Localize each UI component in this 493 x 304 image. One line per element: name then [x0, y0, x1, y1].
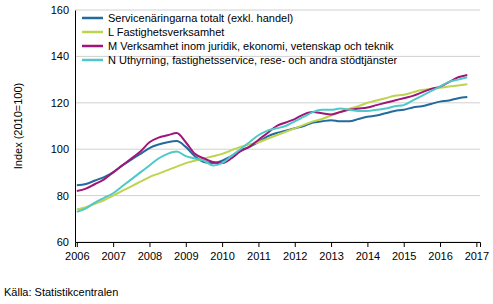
grid: [75, 10, 480, 242]
grid-line: [75, 149, 480, 150]
x-tick-mark: [222, 242, 223, 247]
x-tick-label: 2011: [247, 250, 271, 262]
legend-label: L Fastighetsverksamhet: [108, 26, 224, 38]
x-tick-label: 2016: [428, 250, 452, 262]
x-tick-mark: [331, 242, 332, 247]
x-tick-label: 2007: [101, 250, 125, 262]
legend-label: Servicenäringarna totalt (exkl. handel): [108, 12, 293, 24]
x-tick: 2009: [174, 242, 198, 262]
y-tick-label: 120: [51, 97, 69, 109]
x-tick: 2015: [392, 242, 416, 262]
x-tick-mark: [113, 242, 114, 247]
chart: 60 80 100 120 140 160 2006 2007 2008 2009 2010 2011…: [0, 0, 493, 304]
x-tick: 2006: [65, 242, 89, 262]
y-axis-title: Index (2010=100): [12, 83, 24, 170]
y-tick: 120: [51, 97, 75, 109]
x-tick: 2012: [283, 242, 307, 262]
y-tick: 60: [57, 236, 75, 248]
y-tick-label: 80: [57, 190, 69, 202]
y-tick: 160: [51, 4, 75, 16]
legend: Servicenäringarna totalt (exkl. handel) L…: [82, 12, 398, 66]
x-tick-label: 2010: [210, 250, 234, 262]
x-tick-label: 2009: [174, 250, 198, 262]
y-tick-label: 60: [57, 236, 69, 248]
legend-label: M Verksamhet inom juridik, ekonomi, vete…: [108, 40, 394, 52]
grid-line: [75, 195, 480, 196]
y-axis-line: [75, 11, 76, 243]
x-tick-label: 2015: [392, 250, 416, 262]
x-tick: 2017: [465, 242, 489, 262]
x-tick-mark: [258, 242, 259, 247]
legend-swatch: [82, 45, 103, 48]
x-tick-label: 2012: [283, 250, 307, 262]
y-tick: 100: [51, 143, 75, 155]
x-tick-mark: [295, 242, 296, 247]
y-tick-label: 100: [51, 143, 69, 155]
x-tick-mark: [186, 242, 187, 247]
x-tick-mark: [404, 242, 405, 247]
source: Källa: Statistikcentralen: [4, 286, 118, 298]
x-tick: 2010: [210, 242, 234, 262]
x-tick: 2011: [247, 242, 271, 262]
x-tick-label: 2017: [465, 250, 489, 262]
legend-label: N Uthyrning, fastighetsservice, rese- oc…: [108, 54, 398, 66]
x-tick: 2013: [319, 242, 343, 262]
y-tick-label: 160: [51, 4, 69, 16]
grid-line: [75, 10, 480, 11]
y-tick-label: 140: [51, 50, 69, 62]
grid-line: [75, 102, 480, 103]
legend-swatch: [82, 59, 103, 62]
series-line: [77, 77, 467, 212]
y-tick: 140: [51, 50, 75, 62]
series-line: [77, 75, 467, 191]
legend-swatch: [82, 31, 103, 34]
x-tick-mark: [367, 242, 368, 247]
x-tick-label: 2008: [138, 250, 162, 262]
x-tick-label: 2014: [356, 250, 380, 262]
y-axis: 60 80 100 120 140 160: [51, 4, 76, 248]
lines: [77, 75, 467, 212]
x-tick-mark: [440, 242, 441, 247]
x-tick-mark: [149, 242, 150, 247]
x-tick-mark: [77, 242, 78, 247]
x-tick: 2016: [428, 242, 452, 262]
series-line: [77, 97, 467, 185]
x-tick: 2007: [101, 242, 125, 262]
legend-swatch: [82, 17, 103, 20]
x-tick: 2014: [356, 242, 380, 262]
x-tick-label: 2013: [319, 250, 343, 262]
y-tick: 80: [57, 190, 75, 202]
x-tick: 2008: [138, 242, 162, 262]
x-tick-mark: [476, 242, 477, 247]
x-axis: 2006 2007 2008 2009 2010 2011 2012 2013 2014 2015…: [65, 242, 489, 262]
x-tick-label: 2006: [65, 250, 89, 262]
x-axis-line: [76, 243, 481, 248]
